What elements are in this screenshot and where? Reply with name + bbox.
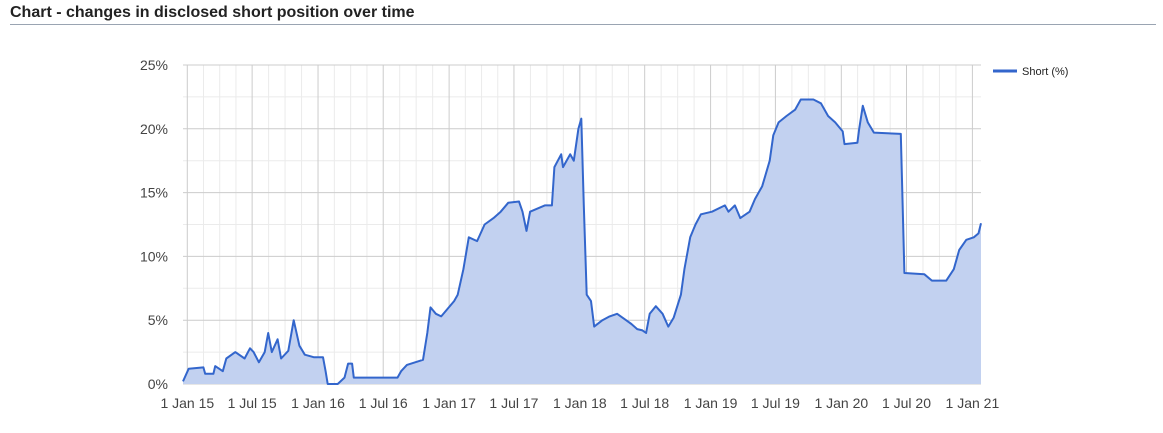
- x-tick-label: 1 Jan 20: [814, 395, 868, 411]
- chart-header: Chart - changes in disclosed short posit…: [10, 4, 1156, 25]
- y-tick-label: 20%: [140, 121, 168, 137]
- y-tick-label: 15%: [140, 185, 168, 201]
- x-tick-label: 1 Jul 18: [620, 395, 669, 411]
- legend: Short (%): [993, 66, 1068, 78]
- short-area-fill: [183, 99, 981, 384]
- x-tick-label: 1 Jan 19: [684, 395, 738, 411]
- x-tick-label: 1 Jul 16: [359, 395, 408, 411]
- x-axis-ticks: 1 Jan 15 1 Jul 15 1 Jan 16 1 Jul 16 1 Jan 17…: [160, 395, 999, 411]
- y-tick-label: 0%: [148, 376, 168, 392]
- y-tick-label: 5%: [148, 312, 168, 328]
- x-tick-label: 1 Jan 15: [160, 395, 214, 411]
- x-tick-label: 1 Jan 17: [422, 395, 476, 411]
- x-tick-label: 1 Jul 17: [489, 395, 538, 411]
- x-tick-label: 1 Jan 21: [946, 395, 1000, 411]
- short-series-line: [182, 98, 982, 385]
- y-axis-ticks: 0% 5% 10% 15% 20% 25%: [140, 57, 168, 392]
- y-tick-label: 10%: [140, 248, 168, 264]
- legend-label-short: Short (%): [1022, 66, 1068, 78]
- x-tick-label: 1 Jan 18: [553, 395, 607, 411]
- y-tick-label: 25%: [140, 57, 168, 73]
- x-tick-label: 1 Jul 19: [751, 395, 800, 411]
- page-title: Chart - changes in disclosed short posit…: [10, 4, 415, 21]
- x-tick-label: 1 Jul 20: [882, 395, 931, 411]
- x-tick-label: 1 Jan 16: [291, 395, 345, 411]
- x-tick-label: 1 Jul 15: [228, 395, 277, 411]
